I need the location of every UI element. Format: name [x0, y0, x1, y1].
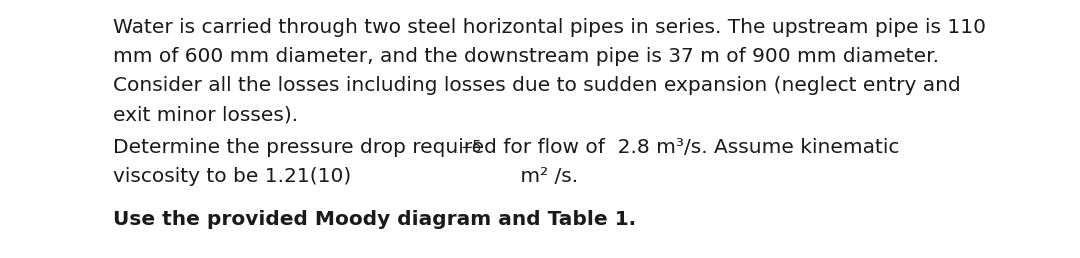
Text: Consider all the losses including losses due to sudden expansion (neglect entry : Consider all the losses including losses… [113, 76, 961, 95]
Text: Water is carried through two steel horizontal pipes in series. The upstream pipe: Water is carried through two steel horiz… [113, 18, 986, 37]
Text: mm of 600 mm diameter, and the downstream pipe is 37 m of 900 mm diameter.: mm of 600 mm diameter, and the downstrea… [113, 47, 939, 66]
Text: m² /s.: m² /s. [514, 167, 578, 186]
Text: −5: −5 [461, 140, 483, 155]
Text: Use the provided Moody diagram and Table 1.: Use the provided Moody diagram and Table… [113, 210, 636, 229]
Text: viscosity to be 1.21(10): viscosity to be 1.21(10) [113, 167, 351, 186]
Text: Determine the pressure drop required for flow of  2.8 m³/s. Assume kinematic: Determine the pressure drop required for… [113, 138, 900, 157]
Text: exit minor losses).: exit minor losses). [113, 105, 298, 124]
